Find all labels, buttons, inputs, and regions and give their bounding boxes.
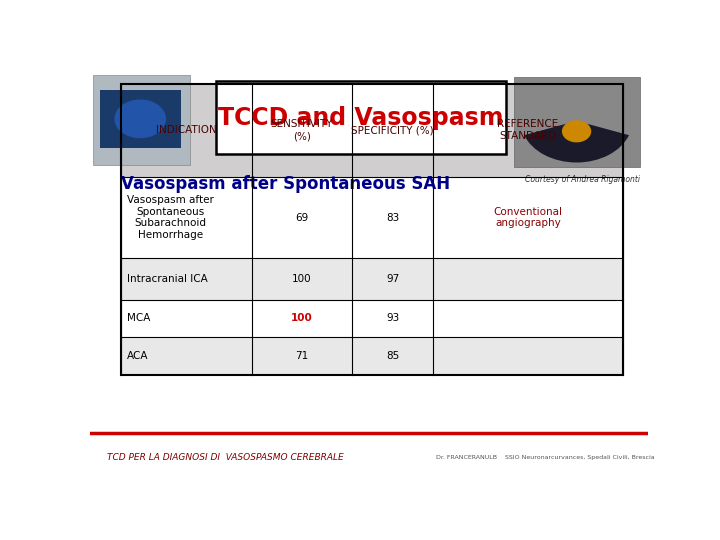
Bar [514, 77, 639, 167]
Text: Dr. FRANCERANULB    SSIO Neuronarcurvances, Spedali Civili, Brescia: Dr. FRANCERANULB SSIO Neuronarcurvances,… [436, 455, 654, 460]
Bar [215, 82, 505, 154]
Text: Vasospasm after
Spontaneous
Subarachnoid
Hemorrhage: Vasospasm after Spontaneous Subarachnoid… [127, 195, 215, 240]
Bar [121, 337, 623, 375]
Bar [100, 90, 181, 148]
Text: 100: 100 [292, 274, 312, 284]
Wedge shape [524, 121, 629, 163]
Circle shape [562, 121, 590, 141]
Bar [121, 84, 623, 375]
Text: REFERENCE
STANDARD: REFERENCE STANDARD [498, 119, 559, 141]
Bar [121, 300, 623, 337]
Text: INDICATION: INDICATION [156, 125, 217, 136]
Text: 71: 71 [295, 351, 309, 361]
Text: ACA: ACA [127, 351, 149, 361]
Text: Courtesy of Andrea Rigamonti: Courtesy of Andrea Rigamonti [525, 175, 639, 184]
Text: 97: 97 [386, 274, 400, 284]
Text: 100: 100 [291, 313, 313, 323]
Text: 85: 85 [386, 351, 400, 361]
Bar [121, 258, 623, 300]
Bar [121, 84, 623, 177]
Circle shape [115, 100, 166, 138]
Text: 83: 83 [386, 213, 400, 222]
Bar [121, 177, 623, 258]
Text: TCD PER LA DIAGNOSI DI  VASOSPASMO CEREBRALE: TCD PER LA DIAGNOSI DI VASOSPASMO CEREBR… [107, 453, 343, 462]
Text: SPECIFICITY (%): SPECIFICITY (%) [351, 125, 434, 136]
Text: Conventional
angiography: Conventional angiography [493, 207, 562, 228]
Text: 93: 93 [386, 313, 400, 323]
Text: Vasospasm after Spontaneous SAH: Vasospasm after Spontaneous SAH [121, 175, 450, 193]
Text: SENSITIVITY
(%): SENSITIVITY (%) [271, 119, 333, 141]
Text: MCA: MCA [127, 313, 150, 323]
Text: 69: 69 [295, 213, 309, 222]
Bar [93, 75, 190, 165]
Text: TCCD and Vasospasm: TCCD and Vasospasm [218, 106, 503, 130]
Text: Intracranial ICA: Intracranial ICA [127, 274, 208, 284]
